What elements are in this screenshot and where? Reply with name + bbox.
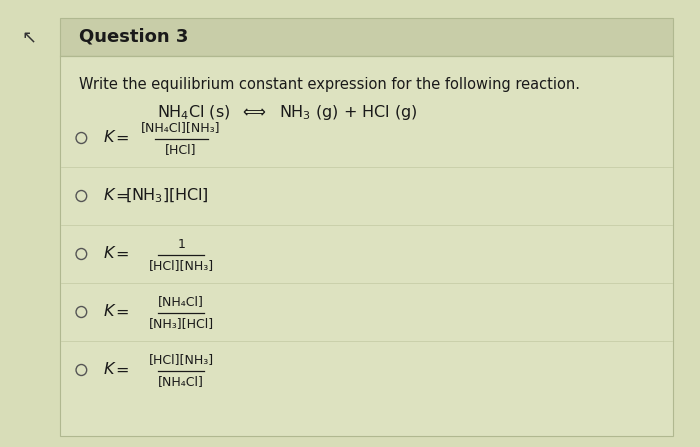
Text: [NH₄Cl][NH₃]: [NH₄Cl][NH₃] xyxy=(141,122,221,135)
Text: ↖: ↖ xyxy=(22,29,36,47)
Text: [NH₄Cl]: [NH₄Cl] xyxy=(158,375,204,388)
Text: $K$: $K$ xyxy=(103,245,116,262)
Text: Question 3: Question 3 xyxy=(79,28,189,46)
Text: Write the equilibrium constant expression for the following reaction.: Write the equilibrium constant expressio… xyxy=(79,76,580,92)
Text: [HCl][NH₃]: [HCl][NH₃] xyxy=(148,260,214,273)
Text: $K$: $K$ xyxy=(103,130,116,147)
Text: $K$: $K$ xyxy=(103,362,116,379)
Text: NH$_4$Cl (s)  $\Longleftrightarrow$  NH$_3$ (g) + HCl (g): NH$_4$Cl (s) $\Longleftrightarrow$ NH$_3… xyxy=(157,102,417,122)
Text: [NH₄Cl]: [NH₄Cl] xyxy=(158,295,204,308)
Bar xyxy=(60,18,673,56)
Text: =: = xyxy=(116,189,129,203)
Text: =: = xyxy=(116,246,129,261)
Text: =: = xyxy=(116,304,129,320)
Text: 1: 1 xyxy=(177,237,185,250)
Text: $K$: $K$ xyxy=(103,187,116,204)
Text: =: = xyxy=(116,131,129,146)
Bar xyxy=(60,56,673,436)
Text: [HCl][NH₃]: [HCl][NH₃] xyxy=(148,354,214,367)
Text: [NH₃][HCl]: [NH₃][HCl] xyxy=(148,317,214,330)
Text: [NH$_3$][HCl]: [NH$_3$][HCl] xyxy=(125,187,209,205)
Text: =: = xyxy=(116,363,129,378)
Text: [HCl]: [HCl] xyxy=(165,143,197,156)
Text: $K$: $K$ xyxy=(103,304,116,320)
